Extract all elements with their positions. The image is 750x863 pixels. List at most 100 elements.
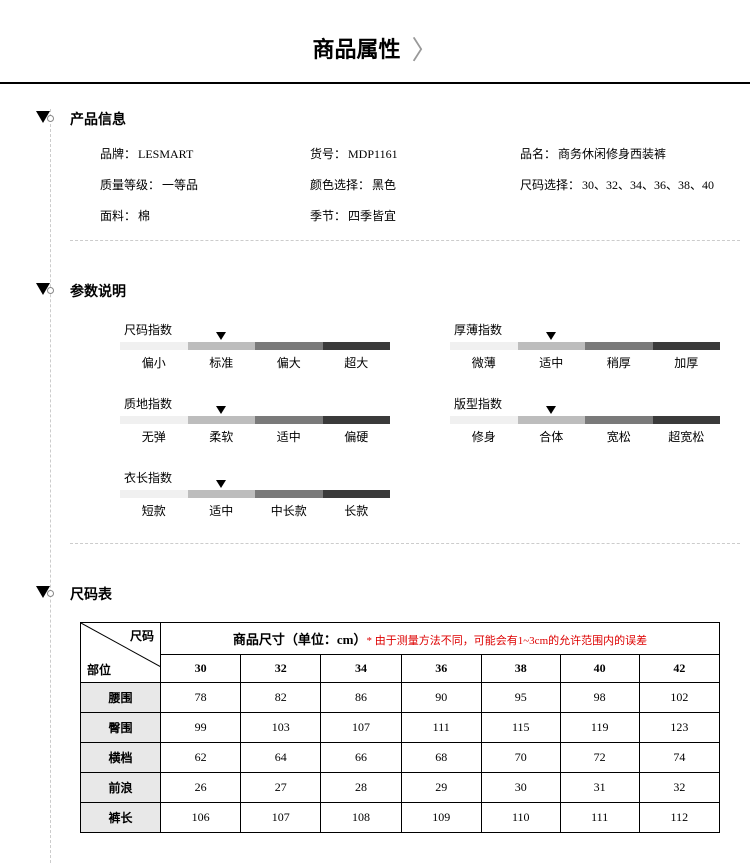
table-cell: 98 [560,683,639,713]
scale-segment [518,342,586,350]
info-value: 四季皆宜 [348,209,396,223]
pointer-icon [216,480,226,488]
info-value: 30、32、34、36、38、40 [582,178,714,192]
table-cell: 112 [639,803,719,833]
table-cell: 108 [321,803,401,833]
info-key: 品牌： [100,147,136,161]
section-title: 产品信息 [70,109,740,139]
section-dot-icon [47,115,54,122]
table-cell: 29 [401,773,481,803]
size-header: 38 [481,655,560,683]
param-labels: 修身合体宽松超宽松 [450,428,720,445]
scale-segment [255,342,323,350]
size-header: 32 [241,655,321,683]
table-cell: 68 [401,743,481,773]
param-scale [450,342,720,350]
info-item: 品牌：LESMART [100,145,300,162]
table-cell: 102 [639,683,719,713]
section-title: 参数说明 [70,281,740,311]
row-label: 横档 [81,743,161,773]
scale-segment [585,342,653,350]
scale-segment [450,416,518,424]
param-block: 尺码指数偏小标准偏大超大 [120,321,390,371]
page-title: 商品属性 [312,32,400,64]
section-dot-icon [47,287,54,294]
info-item: 质量等级：一等品 [100,176,300,193]
param-labels: 微薄适中稍厚加厚 [450,354,720,371]
scale-segment [518,416,586,424]
param-label: 无弹 [120,428,188,445]
divider [70,240,740,241]
table-cell: 119 [560,713,639,743]
table-cell: 103 [241,713,321,743]
table-cell: 82 [241,683,321,713]
size-header: 34 [321,655,401,683]
param-block: 版型指数修身合体宽松超宽松 [450,395,720,445]
param-title: 尺码指数 [120,321,390,338]
pointer-icon [546,406,556,414]
section-dot-icon [47,590,54,597]
pointer-icon [216,406,226,414]
param-block: 衣长指数短款适中中长款长款 [120,469,390,519]
row-label: 臀围 [81,713,161,743]
scale-segment [653,342,721,350]
info-value: LESMART [138,147,193,161]
param-label: 偏小 [120,354,188,371]
scale-segment [120,490,188,498]
table-cell: 70 [481,743,560,773]
table-cell: 111 [560,803,639,833]
content: 产品信息 品牌：LESMART货号：MDP1161品名：商务休闲修身西装裤质量等… [0,89,750,863]
section-parameters: 参数说明 尺码指数偏小标准偏大超大厚薄指数微薄适中稍厚加厚质地指数无弹柔软适中偏… [40,261,750,564]
size-header: 42 [639,655,719,683]
info-item: 面料：棉 [100,207,300,224]
diag-bottom: 部位 [87,661,111,678]
param-title: 质地指数 [120,395,390,412]
param-label: 微薄 [450,354,518,371]
param-bar: 短款适中中长款长款 [120,490,390,519]
info-key: 货号： [310,147,346,161]
info-value: 棉 [138,209,150,223]
param-label: 稍厚 [585,354,653,371]
diag-top: 尺码 [130,627,154,644]
param-title: 厚薄指数 [450,321,720,338]
info-value: 一等品 [162,178,198,192]
table-cell: 95 [481,683,560,713]
section-product-info: 产品信息 品牌：LESMART货号：MDP1161品名：商务休闲修身西装裤质量等… [40,89,750,261]
page-header: 商品属性 〉 [0,0,750,84]
param-label: 短款 [120,502,188,519]
row-label: 前浪 [81,773,161,803]
chevron-right-icon: 〉 [412,30,438,67]
table-cell: 74 [639,743,719,773]
table-cell: 72 [560,743,639,773]
table-cell: 78 [161,683,241,713]
param-scale [120,416,390,424]
table-cell: 32 [639,773,719,803]
size-header: 40 [560,655,639,683]
table-cell: 26 [161,773,241,803]
table-row: 臀围99103107111115119123 [81,713,720,743]
table-cell: 28 [321,773,401,803]
param-label: 偏大 [255,354,323,371]
table-cell: 110 [481,803,560,833]
table-cell: 107 [321,713,401,743]
info-value: MDP1161 [348,147,398,161]
table-cell: 111 [401,713,481,743]
table-diag-header: 尺码部位 [81,623,161,683]
param-labels: 短款适中中长款长款 [120,502,390,519]
param-bar: 偏小标准偏大超大 [120,342,390,371]
param-label: 超宽松 [653,428,721,445]
scale-segment [188,342,256,350]
table-cell: 86 [321,683,401,713]
header-note: * 由于测量方法不同，可能会有1~3cm的允许范围内的误差 [366,635,647,647]
table-cell: 64 [241,743,321,773]
param-label: 标准 [188,354,256,371]
info-value: 商务休闲修身西装裤 [558,147,666,161]
table-cell: 90 [401,683,481,713]
scale-segment [323,490,391,498]
scale-segment [585,416,653,424]
param-scale [120,490,390,498]
scale-segment [255,416,323,424]
section-title: 尺码表 [70,584,740,614]
scale-segment [255,490,323,498]
param-scale [120,342,390,350]
